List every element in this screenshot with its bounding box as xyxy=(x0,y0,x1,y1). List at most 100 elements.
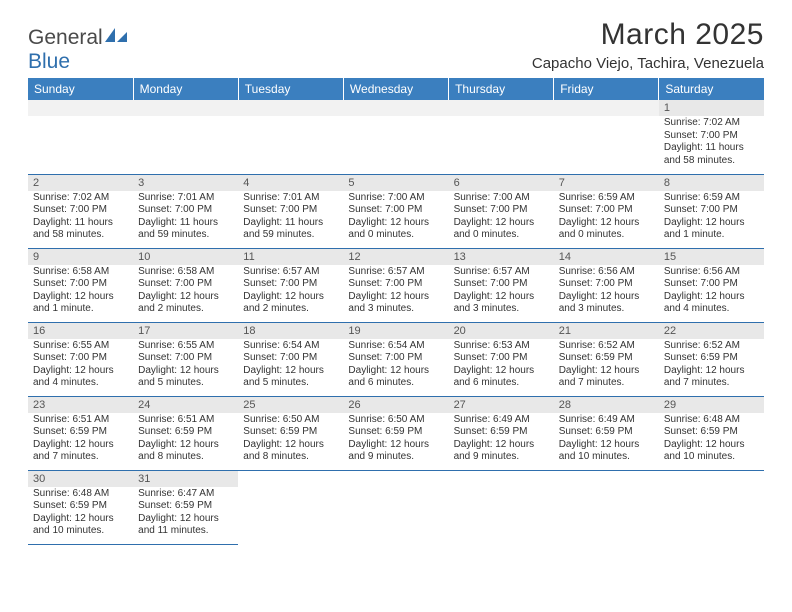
calendar-row: 2Sunrise: 7:02 AMSunset: 7:00 PMDaylight… xyxy=(28,174,764,248)
day-content: Sunrise: 7:00 AMSunset: 7:00 PMDaylight:… xyxy=(449,191,554,245)
calendar-cell: 3Sunrise: 7:01 AMSunset: 7:00 PMDaylight… xyxy=(133,174,238,248)
calendar-cell: 25Sunrise: 6:50 AMSunset: 6:59 PMDayligh… xyxy=(238,396,343,470)
calendar-row: 30Sunrise: 6:48 AMSunset: 6:59 PMDayligh… xyxy=(28,470,764,544)
weekday-row: SundayMondayTuesdayWednesdayThursdayFrid… xyxy=(28,78,764,100)
day-content: Sunrise: 7:02 AMSunset: 7:00 PMDaylight:… xyxy=(28,191,133,245)
calendar-cell xyxy=(238,470,343,544)
day-number: 14 xyxy=(554,249,659,265)
day-number: 19 xyxy=(343,323,448,339)
calendar-cell: 18Sunrise: 6:54 AMSunset: 7:00 PMDayligh… xyxy=(238,322,343,396)
day-number: 27 xyxy=(449,397,554,413)
calendar-head: SundayMondayTuesdayWednesdayThursdayFrid… xyxy=(28,78,764,100)
calendar-cell xyxy=(133,100,238,174)
day-content: Sunrise: 6:48 AMSunset: 6:59 PMDaylight:… xyxy=(28,487,133,541)
calendar-cell xyxy=(343,100,448,174)
day-number: 13 xyxy=(449,249,554,265)
calendar-table: SundayMondayTuesdayWednesdayThursdayFrid… xyxy=(28,78,764,545)
calendar-cell xyxy=(343,470,448,544)
sail-icon xyxy=(103,26,129,44)
calendar-cell: 7Sunrise: 6:59 AMSunset: 7:00 PMDaylight… xyxy=(554,174,659,248)
day-content: Sunrise: 6:52 AMSunset: 6:59 PMDaylight:… xyxy=(659,339,764,393)
weekday-header: Tuesday xyxy=(238,78,343,100)
location: Capacho Viejo, Tachira, Venezuela xyxy=(532,55,764,72)
calendar-cell: 19Sunrise: 6:54 AMSunset: 7:00 PMDayligh… xyxy=(343,322,448,396)
day-number: 30 xyxy=(28,471,133,487)
day-content: Sunrise: 6:54 AMSunset: 7:00 PMDaylight:… xyxy=(238,339,343,393)
calendar-cell: 27Sunrise: 6:49 AMSunset: 6:59 PMDayligh… xyxy=(449,396,554,470)
empty-day xyxy=(343,100,448,116)
day-number: 8 xyxy=(659,175,764,191)
calendar-cell: 12Sunrise: 6:57 AMSunset: 7:00 PMDayligh… xyxy=(343,248,448,322)
day-number: 4 xyxy=(238,175,343,191)
calendar-cell: 11Sunrise: 6:57 AMSunset: 7:00 PMDayligh… xyxy=(238,248,343,322)
day-content: Sunrise: 6:57 AMSunset: 7:00 PMDaylight:… xyxy=(238,265,343,319)
calendar-cell: 15Sunrise: 6:56 AMSunset: 7:00 PMDayligh… xyxy=(659,248,764,322)
weekday-header: Saturday xyxy=(659,78,764,100)
day-number: 20 xyxy=(449,323,554,339)
day-number: 22 xyxy=(659,323,764,339)
day-number: 18 xyxy=(238,323,343,339)
calendar-cell: 10Sunrise: 6:58 AMSunset: 7:00 PMDayligh… xyxy=(133,248,238,322)
calendar-cell: 20Sunrise: 6:53 AMSunset: 7:00 PMDayligh… xyxy=(449,322,554,396)
empty-day xyxy=(554,100,659,116)
calendar-cell: 1Sunrise: 7:02 AMSunset: 7:00 PMDaylight… xyxy=(659,100,764,174)
title-block: March 2025 Capacho Viejo, Tachira, Venez… xyxy=(532,18,764,72)
day-number: 15 xyxy=(659,249,764,265)
calendar-row: 9Sunrise: 6:58 AMSunset: 7:00 PMDaylight… xyxy=(28,248,764,322)
weekday-header: Thursday xyxy=(449,78,554,100)
day-number: 28 xyxy=(554,397,659,413)
day-content: Sunrise: 6:57 AMSunset: 7:00 PMDaylight:… xyxy=(343,265,448,319)
calendar-cell: 9Sunrise: 6:58 AMSunset: 7:00 PMDaylight… xyxy=(28,248,133,322)
calendar-cell: 5Sunrise: 7:00 AMSunset: 7:00 PMDaylight… xyxy=(343,174,448,248)
calendar-cell: 31Sunrise: 6:47 AMSunset: 6:59 PMDayligh… xyxy=(133,470,238,544)
day-content: Sunrise: 6:49 AMSunset: 6:59 PMDaylight:… xyxy=(449,413,554,467)
day-content: Sunrise: 7:01 AMSunset: 7:00 PMDaylight:… xyxy=(238,191,343,245)
day-content: Sunrise: 6:59 AMSunset: 7:00 PMDaylight:… xyxy=(659,191,764,245)
day-content: Sunrise: 6:56 AMSunset: 7:00 PMDaylight:… xyxy=(554,265,659,319)
header: GeneralBlue March 2025 Capacho Viejo, Ta… xyxy=(28,18,764,74)
day-number: 12 xyxy=(343,249,448,265)
day-content: Sunrise: 6:55 AMSunset: 7:00 PMDaylight:… xyxy=(28,339,133,393)
calendar-cell: 28Sunrise: 6:49 AMSunset: 6:59 PMDayligh… xyxy=(554,396,659,470)
day-number: 17 xyxy=(133,323,238,339)
calendar-cell xyxy=(449,100,554,174)
day-number: 16 xyxy=(28,323,133,339)
calendar-cell xyxy=(659,470,764,544)
day-number: 1 xyxy=(659,100,764,116)
day-content: Sunrise: 6:50 AMSunset: 6:59 PMDaylight:… xyxy=(343,413,448,467)
logo-text-left: General xyxy=(28,26,103,49)
day-content: Sunrise: 6:48 AMSunset: 6:59 PMDaylight:… xyxy=(659,413,764,467)
day-number: 26 xyxy=(343,397,448,413)
calendar-cell: 26Sunrise: 6:50 AMSunset: 6:59 PMDayligh… xyxy=(343,396,448,470)
calendar-cell xyxy=(238,100,343,174)
day-content: Sunrise: 6:51 AMSunset: 6:59 PMDaylight:… xyxy=(28,413,133,467)
day-content: Sunrise: 6:50 AMSunset: 6:59 PMDaylight:… xyxy=(238,413,343,467)
calendar-cell: 16Sunrise: 6:55 AMSunset: 7:00 PMDayligh… xyxy=(28,322,133,396)
day-number: 23 xyxy=(28,397,133,413)
calendar-cell: 14Sunrise: 6:56 AMSunset: 7:00 PMDayligh… xyxy=(554,248,659,322)
day-number: 9 xyxy=(28,249,133,265)
day-number: 7 xyxy=(554,175,659,191)
calendar-cell xyxy=(28,100,133,174)
day-content: Sunrise: 7:01 AMSunset: 7:00 PMDaylight:… xyxy=(133,191,238,245)
calendar-cell xyxy=(554,100,659,174)
calendar-cell: 21Sunrise: 6:52 AMSunset: 6:59 PMDayligh… xyxy=(554,322,659,396)
day-content: Sunrise: 6:59 AMSunset: 7:00 PMDaylight:… xyxy=(554,191,659,245)
empty-day xyxy=(238,100,343,116)
calendar-row: 16Sunrise: 6:55 AMSunset: 7:00 PMDayligh… xyxy=(28,322,764,396)
day-content: Sunrise: 6:53 AMSunset: 7:00 PMDaylight:… xyxy=(449,339,554,393)
calendar-cell: 23Sunrise: 6:51 AMSunset: 6:59 PMDayligh… xyxy=(28,396,133,470)
day-number: 6 xyxy=(449,175,554,191)
day-content: Sunrise: 6:57 AMSunset: 7:00 PMDaylight:… xyxy=(449,265,554,319)
day-number: 29 xyxy=(659,397,764,413)
day-number: 10 xyxy=(133,249,238,265)
day-number: 5 xyxy=(343,175,448,191)
logo: GeneralBlue xyxy=(28,26,129,74)
day-number: 31 xyxy=(133,471,238,487)
month-title: March 2025 xyxy=(532,18,764,52)
logo-text: GeneralBlue xyxy=(28,26,129,74)
day-number: 2 xyxy=(28,175,133,191)
calendar-cell xyxy=(554,470,659,544)
weekday-header: Wednesday xyxy=(343,78,448,100)
calendar-page: GeneralBlue March 2025 Capacho Viejo, Ta… xyxy=(0,0,792,555)
